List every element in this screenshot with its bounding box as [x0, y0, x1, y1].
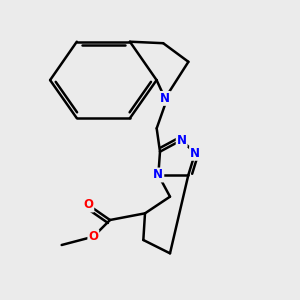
Text: N: N [153, 169, 163, 182]
Text: O: O [88, 230, 98, 243]
Text: O: O [83, 199, 93, 212]
Text: N: N [190, 147, 200, 160]
Text: N: N [160, 92, 170, 105]
Text: N: N [177, 134, 187, 146]
